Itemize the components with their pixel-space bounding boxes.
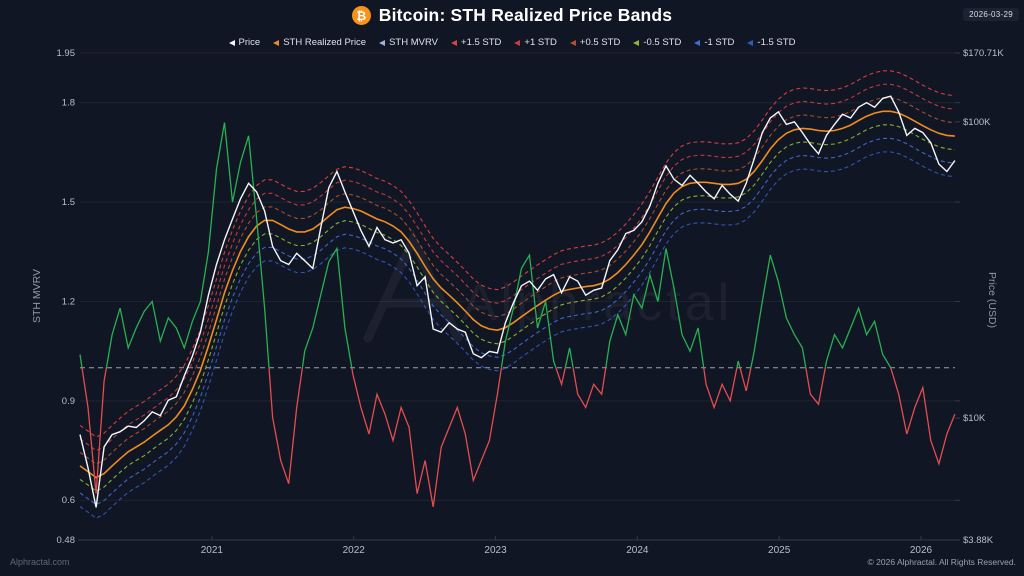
legend-item-label: +1.5 STD bbox=[461, 37, 502, 48]
legend-item-sth-realized-price[interactable]: STH Realized Price bbox=[273, 37, 366, 48]
legend-marker-icon bbox=[273, 39, 280, 46]
sth-mvrv-line-segment bbox=[351, 367, 503, 508]
sth-mvrv-line-segment bbox=[500, 253, 557, 368]
right-axis-tick-label: $100K bbox=[963, 117, 991, 128]
x-axis-tick-label: 2023 bbox=[484, 545, 507, 556]
sth-mvrv-line-segment bbox=[81, 367, 108, 494]
legend-item-1-5-std[interactable]: -1.5 STD bbox=[747, 37, 795, 48]
sth-mvrv-line-segment bbox=[105, 122, 270, 368]
legend-marker-icon bbox=[569, 39, 576, 46]
sth-mvrv-line-segment bbox=[268, 367, 304, 484]
legend-item-price[interactable]: Price bbox=[228, 37, 261, 48]
legend-item-sth-mvrv[interactable]: STH MVRV bbox=[379, 37, 438, 48]
left-axis-tick-label: 1.8 bbox=[62, 98, 75, 109]
legend-item-label: +0.5 STD bbox=[579, 37, 621, 48]
left-axis-tick-label: 1.95 bbox=[57, 48, 76, 59]
legend-item-label: STH MVRV bbox=[389, 37, 439, 48]
left-axis-tick-label: 0.48 bbox=[57, 535, 76, 546]
legend-marker-icon bbox=[633, 39, 640, 46]
sth-realized-price-line bbox=[79, 110, 955, 479]
legend-item-0-5-std[interactable]: +0.5 STD bbox=[569, 37, 621, 48]
right-axis-title: Price (USD) bbox=[986, 272, 998, 328]
sth-mvrv-line-segment bbox=[890, 367, 956, 467]
left-axis-title: STH MVRV bbox=[31, 269, 43, 323]
footer-copyright: © 2026 Alphractal. All Rights Reserved. bbox=[867, 557, 1016, 567]
x-axis-tick-label: 2025 bbox=[768, 545, 791, 556]
legend-marker-icon bbox=[694, 39, 701, 46]
band-line-1-std bbox=[79, 83, 955, 452]
price-line bbox=[79, 95, 956, 508]
sth-mvrv-line-segment bbox=[572, 367, 607, 410]
watermark-text: Alphractal bbox=[462, 274, 733, 332]
legend-item-label: +1 STD bbox=[524, 37, 557, 48]
left-axis-tick-label: 1.5 bbox=[62, 197, 75, 208]
x-axis-tick-label: 2024 bbox=[626, 545, 649, 556]
right-axis-tick-label: $170.71K bbox=[963, 48, 1004, 59]
right-axis-tick-label: $3.88K bbox=[963, 535, 994, 546]
legend-marker-icon bbox=[228, 39, 235, 46]
x-axis-tick-label: 2021 bbox=[201, 545, 224, 556]
sth-mvrv-line-segment bbox=[703, 367, 738, 410]
legend-item-label: -1.5 STD bbox=[757, 37, 796, 48]
legend-item-label: STH Realized Price bbox=[283, 37, 367, 48]
footer-site-link[interactable]: Alphractal.com bbox=[10, 557, 70, 567]
legend-marker-icon bbox=[379, 39, 386, 46]
x-axis-tick-label: 2026 bbox=[910, 545, 933, 556]
date-badge: 2026-03-29 bbox=[963, 8, 1019, 21]
sth-mvrv-line-segment bbox=[824, 306, 892, 369]
sth-mvrv-line-segment bbox=[79, 354, 83, 368]
sth-mvrv-line-segment bbox=[605, 248, 705, 368]
legend-item-label: Price bbox=[238, 37, 261, 48]
legend-item-1-std[interactable]: -1 STD bbox=[694, 37, 734, 48]
left-axis-tick-label: 0.6 bbox=[62, 495, 75, 506]
legend-marker-icon bbox=[514, 39, 521, 46]
left-axis-tick-label: 1.2 bbox=[62, 296, 75, 307]
sth-mvrv-line-segment bbox=[739, 367, 752, 392]
legend-item-1-5-std[interactable]: +1.5 STD bbox=[451, 37, 501, 48]
legend-marker-icon bbox=[451, 39, 458, 46]
right-axis-tick-label: $10K bbox=[963, 413, 986, 424]
legend-item-label: -1 STD bbox=[704, 37, 735, 48]
legend-marker-icon bbox=[747, 39, 754, 46]
sth-mvrv-line-segment bbox=[750, 254, 807, 368]
sth-mvrv-line-segment bbox=[805, 367, 826, 406]
x-axis-tick-label: 2022 bbox=[343, 545, 366, 556]
sth-mvrv-line-segment bbox=[301, 246, 353, 368]
sth-mvrv-line-segment bbox=[564, 347, 574, 368]
sth-mvrv-line-segment bbox=[555, 367, 566, 387]
legend: Price STH Realized Price STH MVRV +1.5 STD +… bbox=[0, 37, 1024, 48]
legend-item-0-5-std[interactable]: -0.5 STD bbox=[633, 37, 681, 48]
legend-item-1-std[interactable]: +1 STD bbox=[514, 37, 557, 48]
band-line-1-5-std bbox=[79, 70, 955, 438]
left-axis-tick-label: 0.9 bbox=[62, 396, 75, 407]
watermark-logo-icon bbox=[363, 229, 463, 343]
sth-mvrv-line-segment bbox=[736, 360, 741, 368]
legend-item-label: -0.5 STD bbox=[643, 37, 682, 48]
